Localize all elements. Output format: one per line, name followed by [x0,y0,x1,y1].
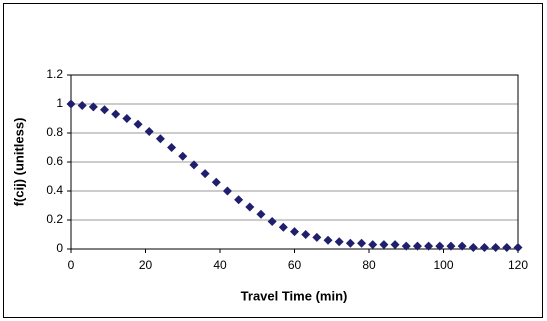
y-tick-label: 0.2 [46,212,63,226]
y-tick-label: 1.2 [46,67,63,81]
marker [245,202,255,212]
marker [446,241,456,251]
marker [401,241,411,251]
y-tick-label: 0.6 [46,154,63,168]
marker [77,100,87,110]
marker [122,114,132,123]
marker [457,241,467,251]
marker [222,186,232,196]
x-tick-label: 80 [362,258,376,272]
marker [100,105,110,115]
marker [379,240,389,250]
x-tick-label: 20 [139,258,153,272]
marker [111,109,121,119]
x-tick-label: 100 [433,258,453,272]
marker [155,134,165,144]
marker [290,227,299,237]
marker [278,222,288,232]
marker [435,241,445,251]
marker [211,177,221,187]
x-axis-title: Travel Time (min) [241,288,348,303]
y-tick-label: 0 [56,241,63,255]
marker [345,238,355,248]
marker [88,102,98,112]
marker [178,151,188,161]
marker [424,241,434,251]
x-tick-label: 0 [68,258,75,272]
y-axis-title: f(cij) (unitless) [11,118,26,207]
marker [468,243,478,253]
marker [234,195,244,205]
marker [312,232,322,242]
marker [513,243,523,253]
plot-area [70,74,519,250]
marker [66,99,76,109]
marker [301,230,311,239]
marker [368,240,378,250]
marker [167,143,177,152]
x-tick-label: 120 [508,258,528,272]
marker [256,209,266,219]
marker [502,243,512,253]
marker [323,235,333,245]
marker [267,216,277,226]
y-tick-label: 1 [56,96,63,110]
marker [334,237,344,247]
y-tick-label: 0.4 [46,183,63,197]
marker [200,169,210,179]
marker [412,241,422,251]
marker [357,238,367,248]
marker [189,160,199,170]
marker [133,119,143,129]
x-tick-label: 40 [213,258,227,272]
x-tick-label: 60 [288,258,302,272]
marker [491,243,501,253]
y-tick-label: 0.8 [46,125,63,139]
marker [479,243,489,253]
chart-frame [3,3,543,318]
marker [390,240,400,250]
marker [144,127,154,137]
